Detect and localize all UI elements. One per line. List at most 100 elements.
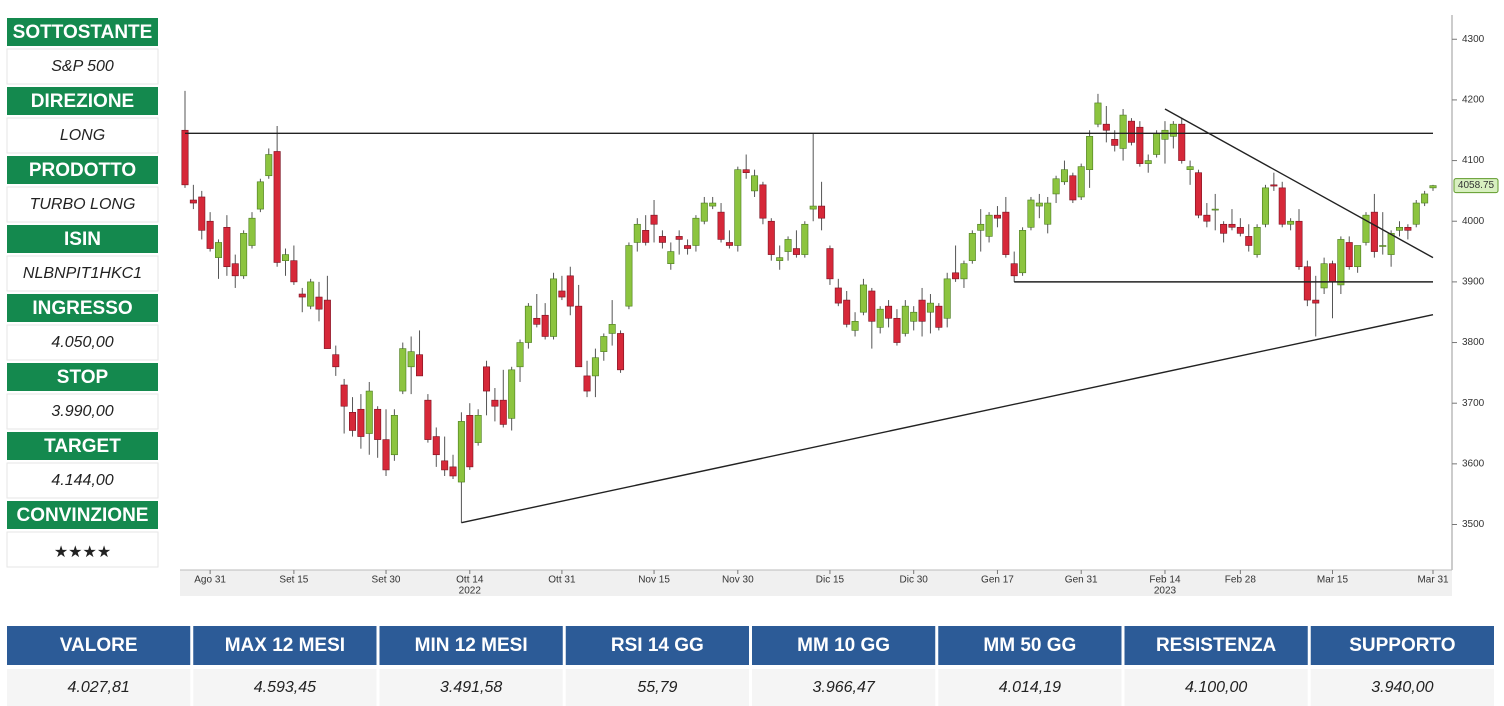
candle-body xyxy=(608,324,616,334)
candle-body xyxy=(1278,187,1286,225)
y-tick-label: 4000 xyxy=(1462,216,1485,227)
candle-body xyxy=(1253,226,1261,255)
candle-body xyxy=(466,415,474,468)
table-value: 4.593,45 xyxy=(254,679,316,696)
candle-body xyxy=(1086,136,1094,170)
candle-body xyxy=(843,299,851,325)
table-value-bg xyxy=(752,669,936,706)
sidebar-header-bg xyxy=(7,363,158,391)
x-tick-label: Nov 30 xyxy=(722,575,754,586)
candle-body xyxy=(885,305,893,319)
sidebar-header-bg xyxy=(7,294,158,322)
candle-body xyxy=(818,205,826,219)
candle-body xyxy=(1069,175,1077,201)
candle-body xyxy=(952,272,960,280)
candle-body xyxy=(1303,266,1311,301)
candle-body xyxy=(1370,211,1378,252)
sidebar-value: 4.144,00 xyxy=(51,472,113,489)
candle-body xyxy=(198,196,206,231)
table-value: 3.940,00 xyxy=(1371,679,1433,696)
candle-body xyxy=(550,278,558,337)
candle-body xyxy=(792,248,800,255)
sidebar-header-bg xyxy=(7,501,158,529)
candle-body xyxy=(416,354,424,377)
year-label: 2022 xyxy=(459,586,482,597)
candle-body xyxy=(1060,169,1068,183)
sidebar-header: CONVINZIONE xyxy=(17,505,149,526)
candle-body xyxy=(1312,299,1320,304)
sidebar-header-bg xyxy=(7,18,158,46)
sidebar-value: 3.990,00 xyxy=(51,403,113,420)
candle-body xyxy=(541,314,549,337)
sidebar-value-bg xyxy=(6,324,159,361)
candle-body xyxy=(759,184,767,219)
table-header: RSI 14 GG xyxy=(611,635,704,656)
x-tick-label: Gen 31 xyxy=(1065,575,1098,586)
candle-body xyxy=(1077,166,1085,198)
candle-body xyxy=(1052,178,1060,195)
y-tick-label: 4100 xyxy=(1462,155,1485,166)
candle-body xyxy=(910,311,918,322)
candle-body xyxy=(1236,226,1244,234)
table-header-bg xyxy=(379,626,563,665)
table-header: SUPPORTO xyxy=(1349,635,1455,656)
candle-body xyxy=(1169,123,1177,137)
candle-body xyxy=(1153,132,1161,155)
sidebar-header: STOP xyxy=(57,367,109,388)
candle-body xyxy=(633,223,641,243)
candle-body xyxy=(374,408,382,440)
candle-body xyxy=(340,384,348,407)
sidebar-header: SOTTOSTANTE xyxy=(13,22,153,43)
sidebar-value: LONG xyxy=(60,127,105,144)
table-value-bg xyxy=(565,669,749,706)
candle-body xyxy=(189,199,197,204)
x-tick-label: Set 15 xyxy=(279,575,308,586)
sidebar-value: S&P 500 xyxy=(51,58,114,75)
candle-body xyxy=(1144,160,1152,164)
candle-body xyxy=(1211,208,1219,211)
candle-body xyxy=(709,202,717,207)
table-header: VALORE xyxy=(60,635,138,656)
table-value-bg xyxy=(1124,669,1308,706)
candle-body xyxy=(801,223,809,255)
candle-body xyxy=(441,460,449,471)
candle-body xyxy=(1010,263,1018,277)
candle-body xyxy=(1228,223,1236,228)
sidebar-value-bg xyxy=(6,117,159,154)
table-header-bg xyxy=(1310,626,1494,665)
candle-body xyxy=(776,257,784,261)
candle-body xyxy=(717,211,725,240)
candle-body xyxy=(1027,199,1035,228)
candle-body xyxy=(315,296,323,310)
y-tick-label: 3500 xyxy=(1462,519,1485,530)
sidebar-header: ISIN xyxy=(64,229,101,250)
table-header-bg xyxy=(1124,626,1308,665)
candle-body xyxy=(323,299,331,349)
candle-body xyxy=(684,245,692,249)
candle-body xyxy=(248,217,256,246)
candle-body xyxy=(533,317,541,325)
sidebar-value-bg xyxy=(6,48,159,85)
x-tick-label: Set 30 xyxy=(372,575,401,586)
candle-body xyxy=(432,436,440,456)
candle-body xyxy=(918,299,926,322)
candle-body xyxy=(240,233,248,277)
candle-body xyxy=(784,239,792,252)
candle-body xyxy=(298,293,306,298)
sidebar-header: TARGET xyxy=(44,436,121,457)
sidebar-header: INGRESSO xyxy=(32,298,132,319)
candle-body xyxy=(1194,172,1202,216)
candle-body xyxy=(307,281,315,307)
candle-body xyxy=(483,366,491,392)
candle-body xyxy=(650,214,658,225)
candle-body xyxy=(692,217,700,246)
candle-body xyxy=(901,305,909,334)
candle-body xyxy=(876,308,884,328)
candle-body xyxy=(223,226,231,268)
table-value-bg xyxy=(1310,669,1494,706)
y-tick-label: 3600 xyxy=(1462,458,1485,469)
candle-body xyxy=(960,263,968,280)
candle-body xyxy=(1002,211,1010,255)
candle-body xyxy=(282,254,290,261)
sidebar-header: DIREZIONE xyxy=(31,91,134,112)
